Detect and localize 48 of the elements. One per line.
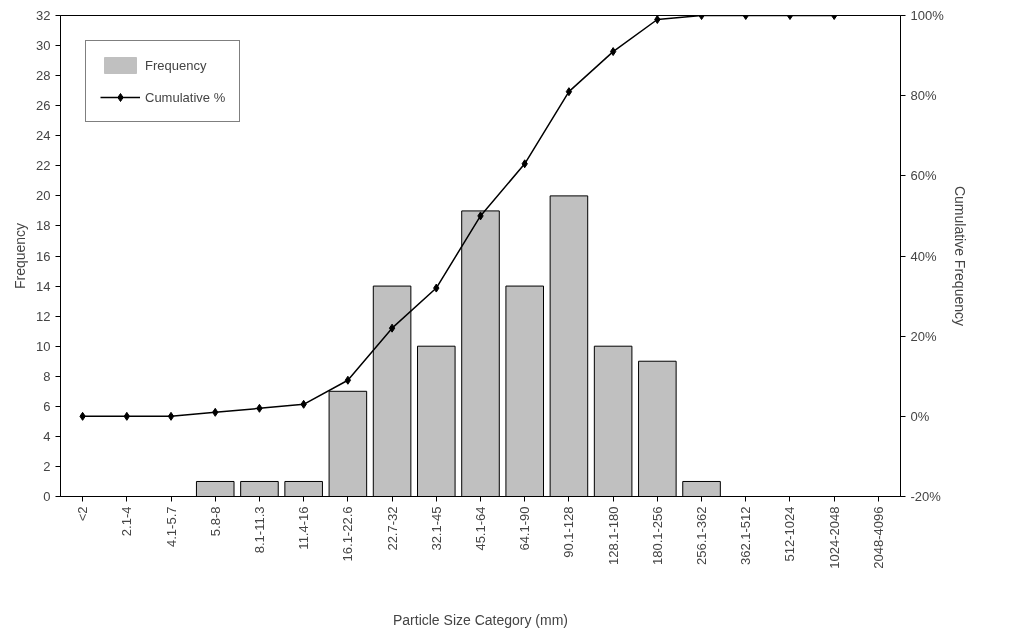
x-tick-label: 180.1-256 [649,506,665,566]
x-tick-label: <2 [75,506,91,522]
x-tick-label: 22.7-32 [384,506,400,551]
y-tick-label: 6 [43,398,51,414]
x-tick-label: 128.1-180 [605,506,621,566]
y2-tick-label: 60% [910,168,937,184]
y-tick-label: 14 [36,278,51,294]
x-tick-label: 11.4-16 [296,506,312,550]
x-tick-label: 5.8-8 [207,506,223,537]
y2-tick-label: -20% [910,489,942,504]
y-tick-label: 8 [43,368,51,384]
y2-tick-label: 100% [910,8,945,23]
legend-label: Cumulative % [145,89,226,105]
y2-axis-title: Cumulative Frequency [951,185,968,327]
y2-tick-label: 0% [910,408,930,424]
y-tick-label: 18 [36,218,51,234]
y-tick-label: 22 [36,158,51,174]
y2-tick-label: 80% [910,88,937,104]
y2-tick-label: 20% [910,328,937,344]
y-tick-label: 0 [43,489,51,504]
y-tick-label: 12 [36,308,51,324]
y-tick-label: 32 [36,8,51,23]
x-tick-label: 64.1-90 [517,506,533,551]
y-tick-label: 24 [36,128,51,144]
x-tick-label: 32.1-45 [428,506,444,551]
x-tick-label: 45.1-64 [473,506,488,551]
x-tick-label: 362.1-512 [738,506,754,566]
y-tick-label: 26 [36,98,51,114]
x-tick-label: 4.1-5.7 [163,506,179,547]
y-tick-label: 4 [43,428,51,444]
x-tick-label: 1024-2048 [826,506,842,569]
x-tick-label: 8.1-11.3 [251,506,267,554]
x-tick-label: 512-1024 [782,506,798,562]
y-tick-label: 16 [36,248,51,264]
y-axis-title: Frequency [12,222,29,290]
x-axis-title: Particle Size Category (mm) [392,611,569,628]
x-tick-label: 90.1-128 [561,506,577,558]
y-tick-label: 28 [36,68,51,84]
y-tick-label: 20 [36,188,51,204]
y-tick-label: 30 [36,38,51,54]
x-tick-label: 2048-4096 [870,506,886,569]
legend-label: Frequency [145,57,207,73]
y-tick-label: 2 [43,458,51,474]
y-tick-label: 10 [36,338,51,354]
x-tick-label: 256.1-362 [694,506,710,566]
y2-tick-label: 40% [910,248,937,264]
x-tick-label: 2.1-4 [119,506,135,537]
x-tick-label: 16.1-22.6 [340,506,356,562]
